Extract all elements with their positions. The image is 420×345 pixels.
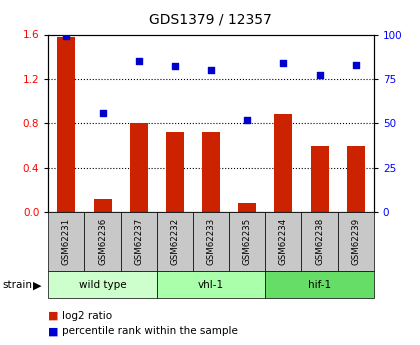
Bar bbox=[202, 132, 220, 212]
Text: GSM62238: GSM62238 bbox=[315, 218, 324, 265]
Text: GSM62237: GSM62237 bbox=[134, 218, 143, 265]
Bar bbox=[346, 146, 365, 212]
Point bbox=[208, 67, 215, 73]
Point bbox=[135, 58, 142, 64]
Text: wild type: wild type bbox=[79, 280, 126, 289]
Text: hif-1: hif-1 bbox=[308, 280, 331, 289]
Text: GSM62233: GSM62233 bbox=[207, 218, 215, 265]
Point bbox=[63, 33, 70, 39]
Point bbox=[244, 117, 251, 122]
Bar bbox=[58, 37, 76, 212]
Bar bbox=[84, 212, 121, 271]
Text: GSM62234: GSM62234 bbox=[279, 218, 288, 265]
Bar bbox=[265, 212, 302, 271]
Point bbox=[99, 110, 106, 116]
Text: strain: strain bbox=[2, 280, 32, 290]
Text: GSM62231: GSM62231 bbox=[62, 218, 71, 265]
Bar bbox=[166, 132, 184, 212]
Text: vhl-1: vhl-1 bbox=[198, 280, 224, 289]
Text: GDS1379 / 12357: GDS1379 / 12357 bbox=[149, 12, 271, 26]
Bar bbox=[302, 212, 338, 271]
Text: ▶: ▶ bbox=[33, 280, 41, 290]
Bar bbox=[130, 124, 148, 212]
Text: GSM62232: GSM62232 bbox=[171, 218, 179, 265]
Bar bbox=[274, 115, 292, 212]
Text: GSM62236: GSM62236 bbox=[98, 218, 107, 265]
Text: ■: ■ bbox=[48, 311, 59, 321]
Bar bbox=[48, 212, 84, 271]
Point bbox=[316, 72, 323, 78]
Bar bbox=[157, 212, 193, 271]
Text: log2 ratio: log2 ratio bbox=[62, 311, 112, 321]
Bar bbox=[157, 271, 265, 298]
Point bbox=[352, 62, 359, 68]
Bar bbox=[94, 199, 112, 212]
Point bbox=[280, 60, 287, 66]
Bar bbox=[310, 146, 328, 212]
Text: ■: ■ bbox=[48, 326, 59, 336]
Bar bbox=[193, 212, 229, 271]
Bar bbox=[265, 271, 374, 298]
Bar bbox=[238, 203, 256, 212]
Text: GSM62235: GSM62235 bbox=[243, 218, 252, 265]
Bar bbox=[48, 271, 157, 298]
Text: GSM62239: GSM62239 bbox=[351, 218, 360, 265]
Bar bbox=[121, 212, 157, 271]
Point bbox=[171, 64, 178, 69]
Bar bbox=[338, 212, 374, 271]
Bar bbox=[229, 212, 265, 271]
Text: percentile rank within the sample: percentile rank within the sample bbox=[62, 326, 238, 336]
